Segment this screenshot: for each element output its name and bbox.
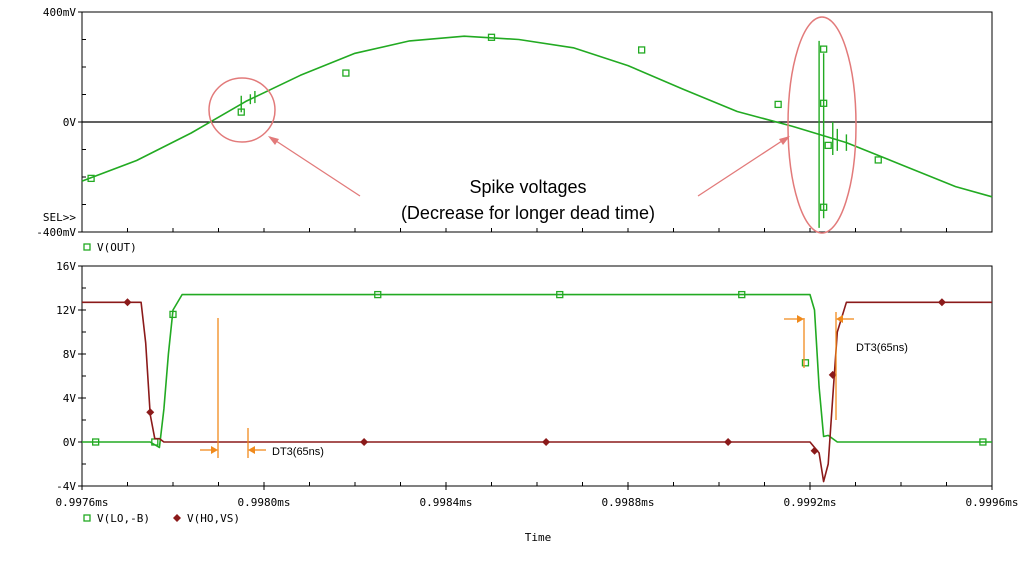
v-ho-point bbox=[542, 438, 551, 446]
bottom-x-tick-label: 0.9984ms bbox=[420, 496, 473, 509]
v-lo-point bbox=[92, 438, 100, 446]
bottom-legend: V(LO,-B) V(HO,VS) bbox=[83, 512, 240, 525]
v-ho-point bbox=[146, 408, 155, 417]
v-ho-point bbox=[724, 438, 733, 446]
bottom-y-tick-label: -4V bbox=[56, 480, 76, 493]
dt-right-arrowhead-1 bbox=[797, 315, 804, 323]
bottom-y-tick-label: 8V bbox=[63, 348, 77, 361]
spike-left-arrow bbox=[269, 136, 361, 197]
dt-left-arrowhead-2 bbox=[248, 446, 255, 454]
bottom-y-tick-label: 0V bbox=[63, 436, 77, 449]
bottom-y-ticks: 16V 12V 8V 4V 0V -4V bbox=[56, 260, 82, 493]
v-out-point bbox=[874, 156, 882, 164]
v-lo-point bbox=[979, 438, 987, 446]
dt-right-label: DT3(65ns) bbox=[856, 342, 908, 354]
spike-right-circle bbox=[787, 16, 857, 234]
v-lo-line bbox=[82, 293, 992, 449]
spike-right-arrowhead bbox=[779, 136, 790, 145]
v-out-point bbox=[87, 174, 95, 183]
bottom-x-tick-label: 0.9980ms bbox=[238, 496, 291, 509]
dt-left-arrowhead-1 bbox=[211, 446, 218, 454]
v-ho-point bbox=[937, 298, 946, 307]
v-lo-legend-label: V(LO,-B) bbox=[97, 512, 150, 525]
bottom-x-ticks: 0.9976ms 0.9980ms 0.9984ms 0.9988ms 0.9992ms… bbox=[56, 486, 1019, 509]
spike-right-arrow bbox=[697, 136, 789, 197]
bottom-x-tick-label: 0.9992ms bbox=[784, 496, 837, 509]
v-out-legend-label: V(OUT) bbox=[97, 241, 137, 254]
top-y-tick-label: -400mV bbox=[36, 226, 76, 239]
dt-left-label: DT3(65ns) bbox=[272, 446, 324, 458]
bottom-y-tick-label: 12V bbox=[56, 304, 76, 317]
v-out-point bbox=[342, 69, 350, 77]
v-out-point bbox=[638, 46, 646, 54]
spike-annotation-line1: Spike voltages bbox=[469, 177, 586, 197]
v-ho-legend-label: V(HO,VS) bbox=[187, 512, 240, 525]
bottom-y-tick-label: 16V bbox=[56, 260, 76, 273]
sel-marker-label: SEL>> bbox=[43, 211, 76, 224]
v-lo-legend-marker bbox=[83, 514, 91, 522]
dt-right-arrowhead-2 bbox=[836, 315, 843, 323]
spike-annotation-line2: (Decrease for longer dead time) bbox=[401, 203, 655, 223]
top-y-tick-label: 400mV bbox=[43, 6, 76, 19]
v-ho-legend-marker bbox=[173, 514, 181, 522]
top-legend: V(OUT) bbox=[83, 241, 137, 254]
spike-left-circle bbox=[208, 77, 276, 143]
dead-time-markers bbox=[200, 312, 854, 458]
v-out-point bbox=[487, 33, 496, 41]
spike-left-arrowhead bbox=[268, 136, 279, 145]
v-out-legend-marker bbox=[83, 243, 91, 251]
v-out-point bbox=[820, 45, 828, 53]
top-y-ticks: 400mV 0V -400mV bbox=[36, 6, 82, 239]
top-plot-gridlines bbox=[81, 11, 993, 233]
v-lo-point bbox=[738, 290, 746, 299]
v-lo-point bbox=[374, 290, 382, 299]
v-lo-point bbox=[169, 310, 177, 319]
v-lo-point bbox=[556, 290, 564, 299]
bottom-x-tick-label: 0.9976ms bbox=[56, 496, 109, 509]
v-ho-point bbox=[123, 298, 132, 307]
top-series-layer bbox=[81, 33, 993, 228]
v-ho-point bbox=[828, 370, 837, 379]
spike-annotations: Spike voltages (Decrease for longer dead… bbox=[208, 16, 857, 234]
bottom-x-tick-label: 0.9988ms bbox=[602, 496, 655, 509]
bottom-y-tick-label: 4V bbox=[63, 392, 77, 405]
v-ho-point bbox=[810, 446, 819, 455]
bottom-plot-frame bbox=[81, 265, 993, 487]
top-y-tick-label: 0V bbox=[63, 116, 77, 129]
v-out-point bbox=[774, 100, 782, 109]
x-axis-label: Time bbox=[525, 531, 552, 544]
v-out-point bbox=[824, 141, 832, 150]
v-ho-point bbox=[360, 438, 369, 446]
bottom-x-tick-label: 0.9996ms bbox=[966, 496, 1019, 509]
v-lo-point bbox=[801, 359, 810, 367]
